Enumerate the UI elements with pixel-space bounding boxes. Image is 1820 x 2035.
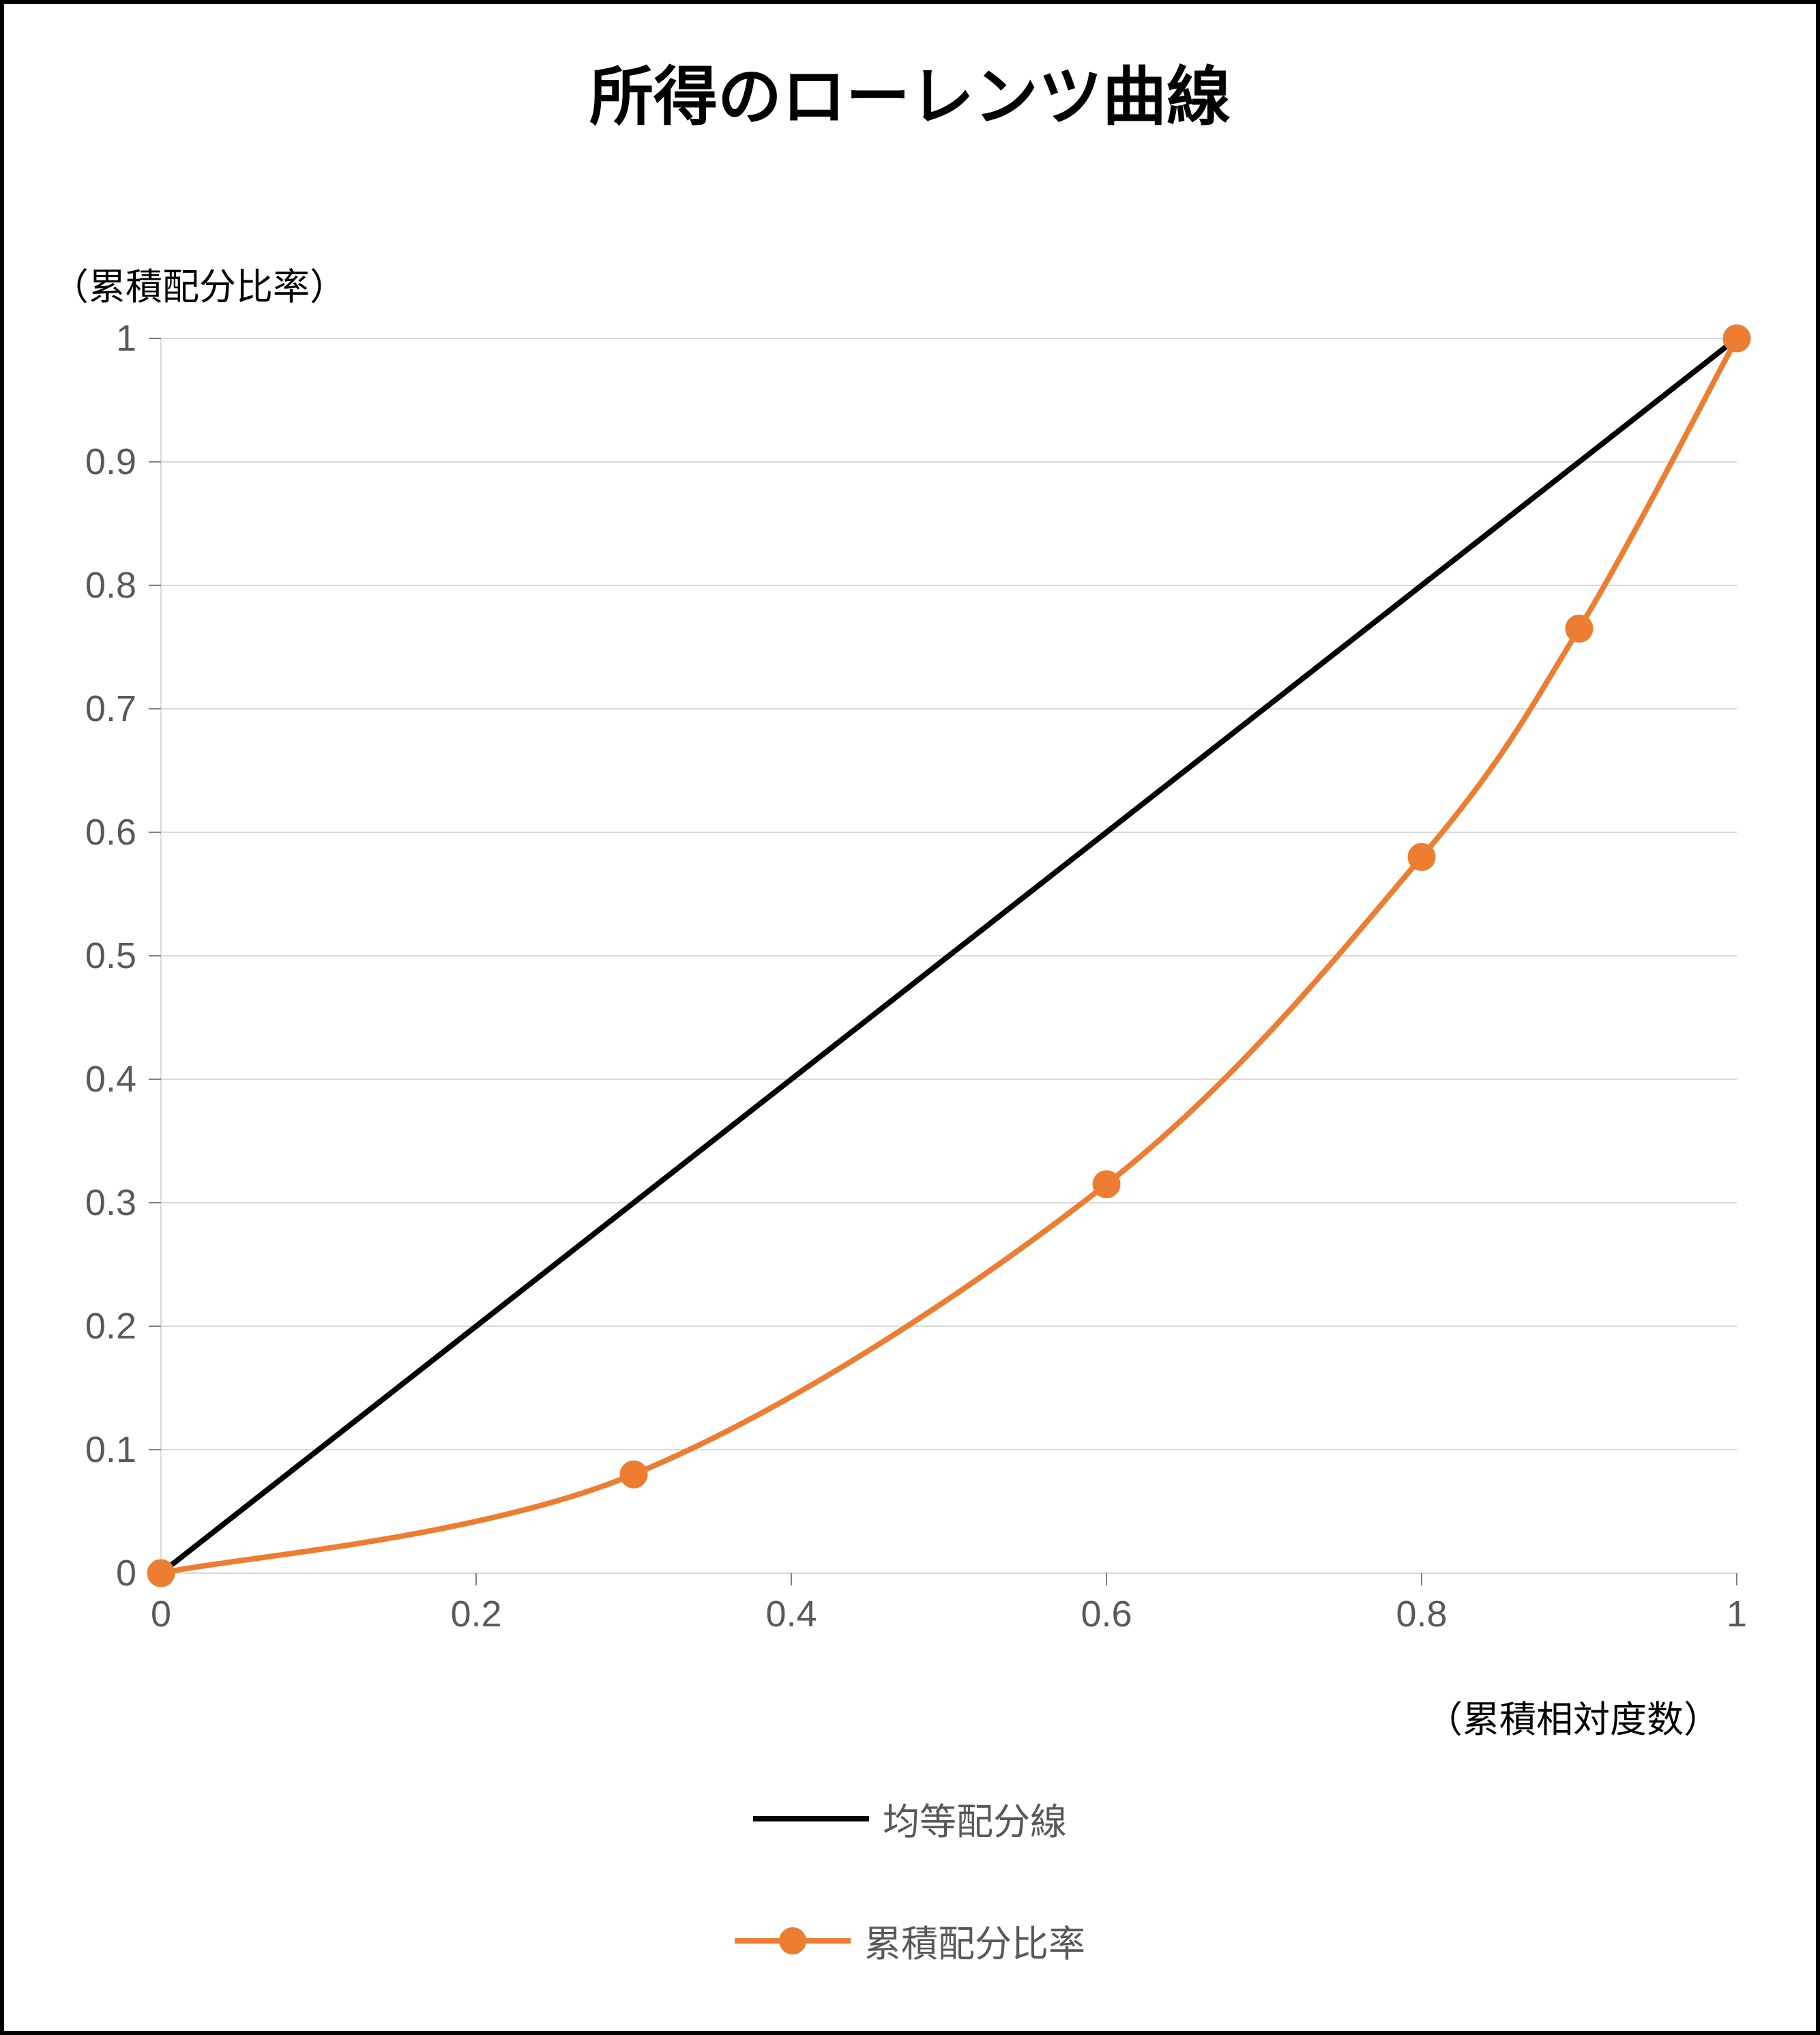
legend-swatch-equality bbox=[753, 1805, 869, 1832]
series-marker-1 bbox=[1408, 843, 1435, 870]
y-tick-label: 0 bbox=[116, 1553, 136, 1594]
y-tick-label: 0.5 bbox=[85, 935, 136, 976]
series-marker-1 bbox=[1723, 325, 1750, 352]
series-marker-1 bbox=[1566, 615, 1593, 642]
series-marker-1 bbox=[147, 1560, 175, 1587]
x-tick-label: 0.2 bbox=[450, 1594, 501, 1635]
legend-swatch-cumulative bbox=[735, 1926, 851, 1956]
y-tick-label: 0.8 bbox=[85, 565, 136, 606]
y-tick-label: 0.2 bbox=[85, 1306, 136, 1347]
x-tick-label: 0.8 bbox=[1396, 1594, 1447, 1635]
x-tick-label: 0.4 bbox=[765, 1594, 817, 1635]
y-tick-label: 0.6 bbox=[85, 812, 136, 853]
series-marker-1 bbox=[1093, 1171, 1120, 1198]
y-tick-label: 1 bbox=[116, 318, 136, 359]
series-marker-1 bbox=[620, 1461, 647, 1488]
y-tick-label: 0.9 bbox=[85, 441, 136, 482]
x-axis-title: （累積相対度数） bbox=[1426, 1689, 1720, 1743]
legend-label-equality: 均等配分線 bbox=[883, 1791, 1067, 1845]
y-tick-label: 0.4 bbox=[85, 1059, 136, 1100]
legend-item-equality: 均等配分線 bbox=[4, 1791, 1816, 1845]
legend-item-cumulative: 累積配分比率 bbox=[4, 1914, 1816, 1967]
x-tick-label: 0 bbox=[151, 1594, 171, 1635]
legend-label-cumulative: 累積配分比率 bbox=[864, 1914, 1085, 1967]
x-axis-title-text: （累積相対度数） bbox=[1426, 1699, 1720, 1740]
x-tick-label: 0.6 bbox=[1081, 1594, 1132, 1635]
x-tick-label: 1 bbox=[1727, 1594, 1747, 1635]
y-tick-label: 0.1 bbox=[85, 1429, 136, 1470]
legend: 均等配分線 累積配分比率 bbox=[4, 1791, 1816, 1967]
chart-container: 所得のローレンツ曲線 （累積配分比率） 00.20.40.60.8100.10.… bbox=[0, 0, 1820, 2035]
y-tick-label: 0.7 bbox=[85, 688, 136, 729]
plot-svg: 0 0.2 0.4 0.6 0.8 1 0 0.1 0.2 0.3 0.4 0.5 0.6 0.7 0.8 0… bbox=[4, 4, 1820, 1723]
y-tick-label: 0.3 bbox=[85, 1182, 136, 1223]
